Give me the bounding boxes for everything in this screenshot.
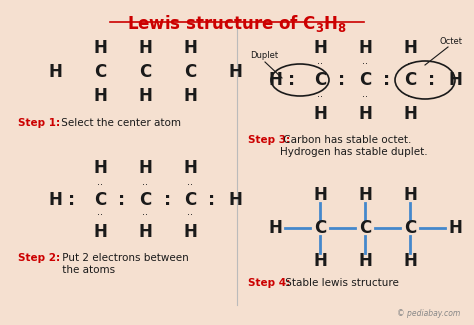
Text: H: H [228,191,242,209]
Text: H: H [358,186,372,204]
Text: Stable lewis structure: Stable lewis structure [282,278,399,288]
Text: H: H [183,39,197,57]
Text: H: H [183,87,197,105]
Text: H: H [403,105,417,123]
Text: H: H [183,223,197,241]
Text: H: H [448,219,462,237]
Text: C: C [404,71,416,89]
Text: © pediabay.com: © pediabay.com [397,309,460,318]
Text: :: : [383,71,391,89]
Text: ··: ·· [142,210,148,220]
Text: ··: ·· [407,59,413,69]
Text: Lewis structure of $\mathregular{C_3H_8}$: Lewis structure of $\mathregular{C_3H_8}… [127,13,347,34]
Text: ··: ·· [362,59,368,69]
Text: H: H [138,223,152,241]
Text: C: C [94,63,106,81]
Text: Step 2:: Step 2: [18,253,60,263]
Text: H: H [358,39,372,57]
Text: C: C [139,191,151,209]
Text: H: H [403,186,417,204]
Text: ··: ·· [317,92,323,102]
Text: ··: ·· [187,180,193,190]
Text: H: H [93,39,107,57]
Text: ··: ·· [407,92,413,102]
Text: H: H [48,63,62,81]
Text: :: : [428,71,436,89]
Text: :: : [118,191,126,209]
Text: H: H [313,252,327,270]
Text: C: C [314,71,326,89]
Text: Select the center atom: Select the center atom [58,118,181,128]
Text: C: C [359,71,371,89]
Text: H: H [358,252,372,270]
Text: ··: ·· [142,180,148,190]
Text: C: C [184,63,196,81]
Text: ··: ·· [187,210,193,220]
Text: C: C [139,63,151,81]
Text: H: H [48,191,62,209]
Text: H: H [183,159,197,177]
Text: Duplet: Duplet [250,50,278,59]
Text: H: H [268,219,282,237]
Text: H: H [313,105,327,123]
Text: H: H [403,252,417,270]
Text: C: C [184,191,196,209]
Text: :: : [164,191,172,209]
Text: C: C [314,219,326,237]
Text: Put 2 electrons between
 the atoms: Put 2 electrons between the atoms [59,253,189,275]
Text: :: : [68,191,75,209]
Text: :: : [289,71,296,89]
Text: H: H [403,39,417,57]
Text: ··: ·· [317,59,323,69]
Text: Carbon has stable octet.
Hydrogen has stable duplet.: Carbon has stable octet. Hydrogen has st… [280,135,428,157]
Text: H: H [93,159,107,177]
Text: H: H [138,159,152,177]
Text: Step 4:: Step 4: [248,278,290,288]
Text: C: C [404,219,416,237]
Text: :: : [338,71,346,89]
Text: C: C [359,219,371,237]
Text: H: H [313,186,327,204]
Text: ··: ·· [362,92,368,102]
Text: H: H [93,223,107,241]
Text: Step 3:: Step 3: [248,135,290,145]
Text: H: H [448,71,462,89]
Text: H: H [138,39,152,57]
Text: H: H [228,63,242,81]
Text: ··: ·· [97,180,103,190]
Text: Octet: Octet [440,37,463,46]
Text: Step 1:: Step 1: [18,118,60,128]
Text: :: : [209,191,216,209]
Text: C: C [94,191,106,209]
Text: ··: ·· [97,210,103,220]
Text: H: H [93,87,107,105]
Text: H: H [138,87,152,105]
Text: H: H [358,105,372,123]
Text: H: H [268,71,282,89]
Text: H: H [313,39,327,57]
